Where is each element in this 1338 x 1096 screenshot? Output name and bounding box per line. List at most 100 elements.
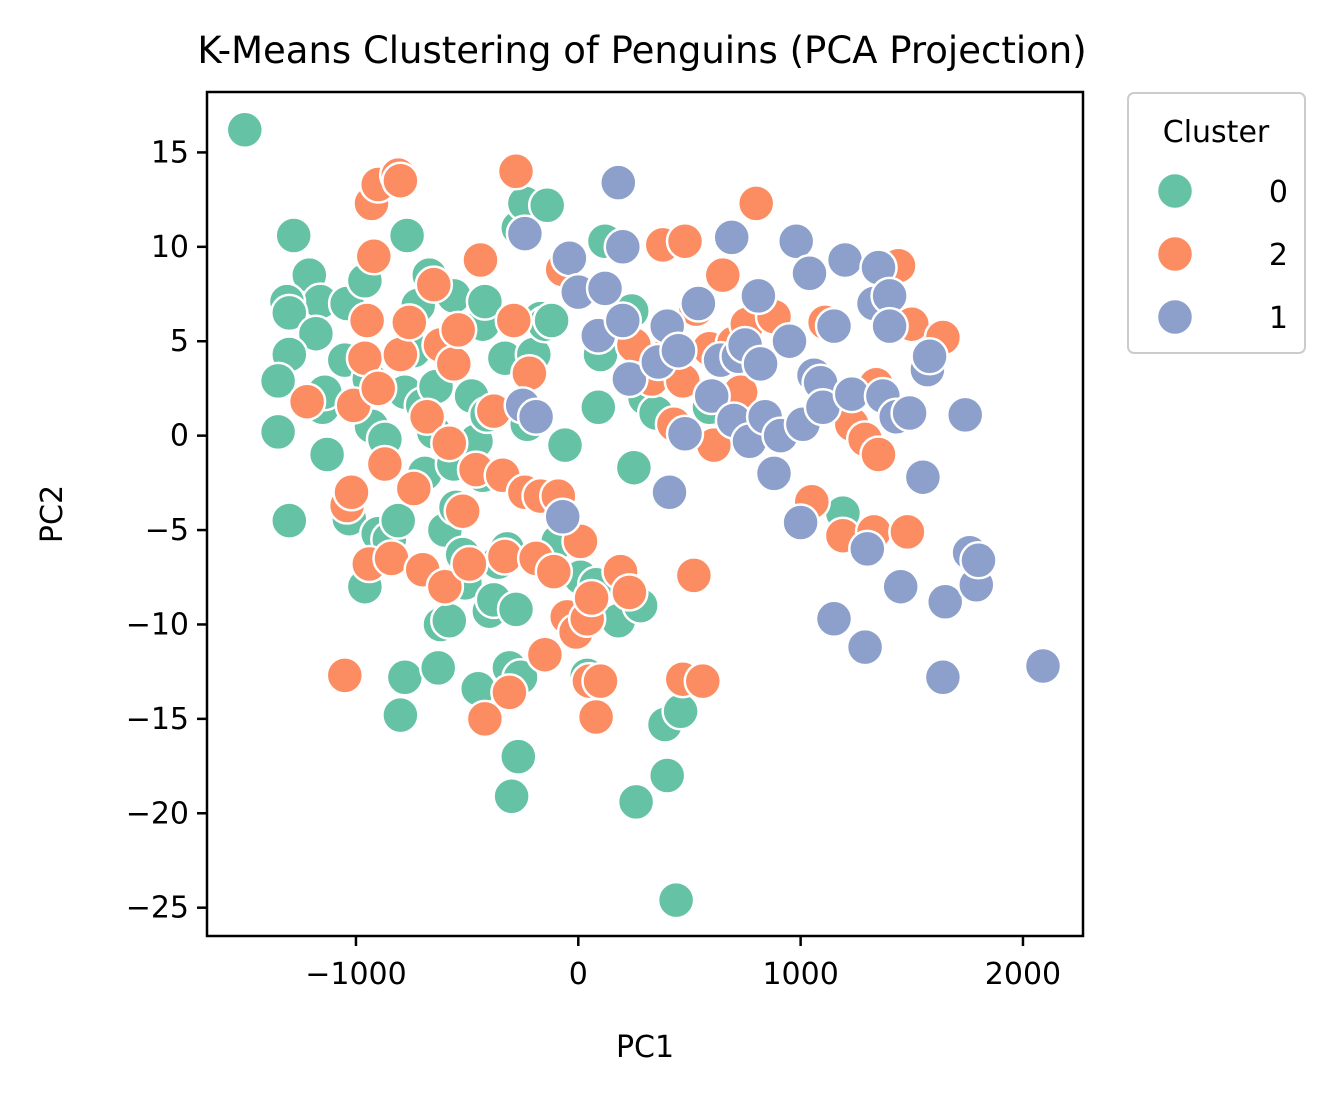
scatter-point: [754, 454, 794, 493]
scatter-point: [525, 635, 565, 674]
scatter-point: [814, 306, 854, 346]
legend-marker: [1155, 234, 1195, 274]
scatter-point: [490, 673, 529, 712]
scatter-point: [656, 880, 696, 920]
series-1: [503, 163, 1063, 697]
scatter-point: [499, 737, 538, 776]
scatter-point: [659, 331, 698, 370]
scatter-point: [859, 435, 898, 474]
scatter-point: [910, 337, 949, 376]
y-tick-label: 0: [170, 419, 189, 454]
y-tick-label: 5: [170, 324, 189, 359]
legend-title: Cluster: [1163, 115, 1270, 150]
scatter-point: [287, 382, 327, 421]
scatter-point: [527, 186, 567, 225]
scatter-point: [683, 661, 723, 701]
scatter-point: [736, 184, 776, 223]
chart-title: K-Means Clustering of Penguins (PCA Proj…: [197, 29, 1086, 72]
scatter-point: [358, 369, 398, 408]
scatter-point: [1023, 646, 1063, 686]
scatter-point: [550, 238, 589, 278]
legend-label: 1: [1269, 301, 1288, 336]
scatter-point: [572, 578, 611, 618]
scatter-point: [614, 448, 654, 487]
scatter-point: [465, 282, 505, 321]
scatter-point: [585, 269, 625, 308]
scatter-point: [923, 658, 963, 697]
y-axis-label: PC2: [35, 485, 70, 543]
scatter-point: [430, 423, 469, 463]
y-tick-label: −20: [126, 796, 189, 831]
legend-label: 2: [1269, 238, 1288, 273]
scatter-point: [414, 265, 454, 304]
y-tick-label: −10: [126, 607, 189, 642]
scatter-point: [770, 321, 809, 361]
x-tick-label: 2000: [985, 957, 1061, 992]
scatter-point: [407, 397, 447, 437]
scatter-point: [674, 556, 714, 595]
legend-marker: [1155, 297, 1195, 337]
scatter-point: [461, 240, 500, 280]
scatter-point: [679, 284, 718, 323]
scatter-point: [825, 240, 865, 280]
scatter-point: [845, 627, 885, 667]
y-tick-label: −25: [126, 891, 189, 926]
scatter-point: [665, 414, 705, 454]
scatter-point: [848, 529, 887, 569]
scatter-point: [581, 661, 620, 701]
scatter-point: [603, 227, 643, 267]
scatter-point: [332, 473, 371, 512]
scatter-point: [381, 335, 420, 374]
scatter-point: [545, 425, 585, 465]
scatter-point: [225, 110, 265, 150]
scatter-point: [610, 359, 649, 399]
x-axis-label: PC1: [616, 1030, 674, 1065]
scatter-point: [378, 501, 418, 540]
scatter-point: [274, 216, 313, 255]
scatter-point: [505, 214, 545, 253]
y-tick-label: 15: [151, 135, 189, 170]
legend-entries: 0 2 1: [1155, 171, 1288, 337]
scatter-point: [325, 656, 365, 695]
scatter-point: [925, 582, 965, 622]
scatter-point: [510, 354, 549, 393]
scatter-point: [650, 473, 689, 512]
scatter-point: [387, 216, 427, 255]
scatter-point: [465, 699, 505, 739]
y-tick-label: −5: [145, 513, 189, 548]
scatter-point: [434, 344, 474, 384]
scatter-point: [347, 301, 387, 340]
scatter-point: [603, 301, 643, 340]
scatter-point: [665, 221, 705, 261]
scatter-point: [945, 395, 985, 435]
x-tick-label: 0: [569, 957, 588, 992]
scatter-point: [741, 344, 780, 384]
scatter-point: [450, 544, 489, 584]
scatter-point: [616, 782, 656, 822]
legend-label: 0: [1269, 175, 1288, 210]
scatter-point: [647, 756, 687, 795]
legend-marker: [1155, 171, 1195, 211]
scatter-point: [438, 310, 478, 350]
scatter-point: [534, 552, 574, 591]
scatter-point: [385, 658, 425, 697]
scatter-point: [576, 697, 616, 737]
scatter-point: [258, 412, 298, 452]
plot-frame: [205, 90, 1085, 938]
scatter-point: [418, 648, 458, 688]
x-tick-label: 1000: [762, 957, 838, 992]
scatter-point: [258, 361, 298, 401]
scatter-point: [870, 306, 909, 346]
scatter-point: [296, 314, 336, 353]
scatter-point: [776, 221, 816, 261]
legend-frame: [1127, 92, 1306, 354]
scatter-point: [790, 254, 829, 293]
legend: Cluster 0 2 1: [1127, 92, 1306, 354]
scatter-point: [543, 497, 582, 537]
scatter-point: [394, 469, 434, 508]
scatter-point: [307, 435, 347, 474]
scatter-point: [814, 599, 854, 639]
scatter-point: [496, 590, 536, 629]
